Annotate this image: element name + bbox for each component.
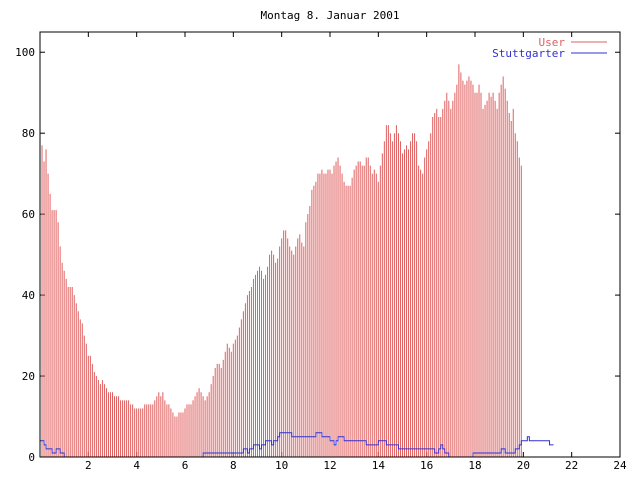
x-tick-label: 4 — [133, 459, 140, 472]
legend: User Stuttgarter — [492, 36, 607, 60]
legend-label-user: User — [539, 36, 566, 49]
chart-title: Montag 8. Januar 2001 — [260, 9, 399, 22]
y-tick-label: 100 — [15, 46, 35, 59]
stuttgarter-line — [40, 432, 554, 458]
user-series — [39, 64, 522, 457]
x-tick-label: 2 — [85, 459, 92, 472]
x-axis-ticks: 2 4 6 8 10 12 14 16 18 20 22 24 — [85, 32, 627, 472]
y-axis-ticks: 0 20 40 60 80 100 — [15, 46, 620, 464]
x-tick-label: 24 — [613, 459, 627, 472]
plot-frame — [39, 31, 621, 458]
y-tick-label: 40 — [22, 289, 35, 302]
x-tick-label: 8 — [230, 459, 237, 472]
x-tick-label: 12 — [323, 459, 336, 472]
y-tick-label: 20 — [22, 370, 35, 383]
y-tick-label: 60 — [22, 208, 35, 221]
x-tick-label: 14 — [372, 459, 386, 472]
x-tick-label: 10 — [275, 459, 288, 472]
legend-label-stuttgarter: Stuttgarter — [492, 47, 565, 60]
y-tick-label: 80 — [22, 127, 35, 140]
x-tick-label: 16 — [420, 459, 433, 472]
x-tick-label: 18 — [468, 459, 481, 472]
y-tick-label: 0 — [28, 451, 35, 464]
x-tick-label: 20 — [517, 459, 530, 472]
x-tick-label: 22 — [565, 459, 578, 472]
stuttgarter-series — [40, 432, 554, 458]
x-tick-label: 6 — [182, 459, 189, 472]
